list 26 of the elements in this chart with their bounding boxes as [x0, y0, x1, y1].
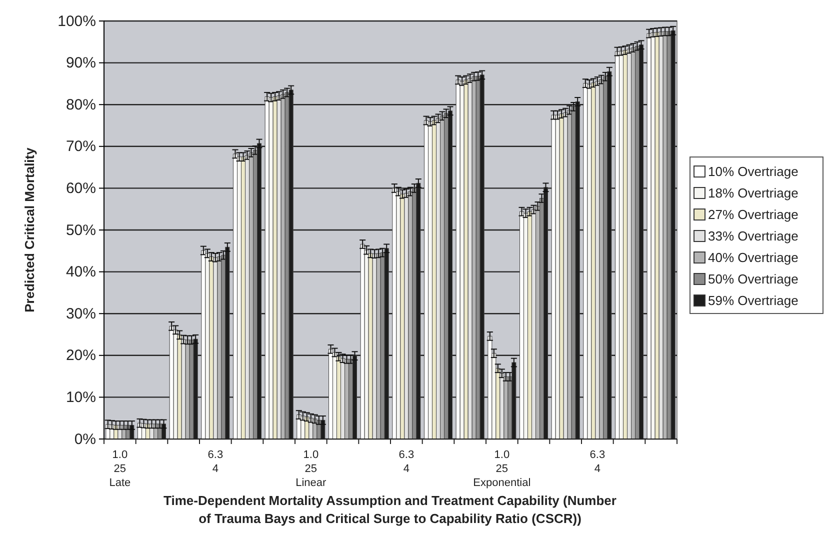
y-tick-label: 100%: [58, 12, 96, 30]
y-tick-label: 50%: [66, 222, 96, 239]
legend-label: 18% Overtriage: [708, 186, 798, 200]
x-tick-label: 1.0 25 Late: [109, 449, 131, 489]
x-axis-title: Time-Dependent Mortality Assumption and Treatment Capability (Number of Trauma Bays and Critical Surge to Capability Ratio (CSCR)): [164, 493, 616, 526]
x-tick-label: 1.0 25 Linear: [296, 449, 327, 489]
legend-label: 59% Overtriage: [708, 293, 798, 308]
y-axis-title: Predicted Critical Mortality: [22, 146, 37, 312]
y-tick-label: 30%: [66, 305, 96, 322]
x-tick-label: 6.3 4: [208, 449, 224, 475]
y-tick-label: 0%: [74, 430, 96, 448]
legend-label: 50% Overtriage: [708, 272, 798, 286]
y-tick-label: 40%: [66, 264, 96, 281]
y-tick-label: 60%: [66, 180, 96, 197]
x-tick-label: 1.0 25 Exponential: [473, 449, 531, 489]
x-tick-label: 6.3 4: [398, 449, 414, 475]
y-tick-label: 90%: [66, 54, 96, 72]
y-tick-label: 70%: [66, 138, 96, 156]
y-tick-label: 80%: [66, 96, 96, 114]
legend-label: 40% Overtriage: [708, 250, 798, 265]
y-tick-label: 20%: [66, 347, 96, 364]
y-tick-label: 10%: [66, 389, 96, 406]
legend-label: 33% Overtriage: [708, 228, 798, 244]
legend-label: 27% Overtriage: [708, 207, 798, 222]
x-tick-label: 6.3 4: [590, 449, 606, 475]
legend-label: 10% Overtriage: [708, 164, 798, 179]
